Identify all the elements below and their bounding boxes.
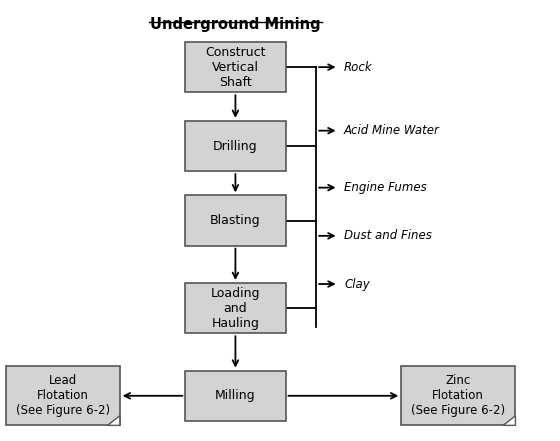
FancyBboxPatch shape (185, 370, 286, 421)
Text: Acid Mine Water: Acid Mine Water (344, 124, 440, 137)
Text: Loading
and
Hauling: Loading and Hauling (211, 287, 260, 329)
FancyBboxPatch shape (401, 366, 515, 426)
Polygon shape (108, 416, 120, 426)
FancyBboxPatch shape (6, 366, 120, 426)
Text: Construct
Vertical
Shaft: Construct Vertical Shaft (205, 45, 265, 89)
FancyBboxPatch shape (185, 283, 286, 333)
FancyBboxPatch shape (185, 121, 286, 171)
Text: Clay: Clay (344, 277, 370, 291)
Text: Blasting: Blasting (210, 214, 261, 227)
Text: Rock: Rock (344, 60, 373, 74)
FancyBboxPatch shape (185, 42, 286, 92)
Text: Engine Fumes: Engine Fumes (344, 181, 427, 194)
Polygon shape (503, 416, 515, 426)
Text: Milling: Milling (215, 389, 256, 402)
Text: Underground Mining: Underground Mining (150, 17, 321, 32)
FancyBboxPatch shape (185, 195, 286, 246)
Text: Zinc
Flotation
(See Figure 6-2): Zinc Flotation (See Figure 6-2) (411, 374, 505, 417)
Text: Lead
Flotation
(See Figure 6-2): Lead Flotation (See Figure 6-2) (16, 374, 110, 417)
Text: Dust and Fines: Dust and Fines (344, 229, 432, 243)
Text: Drilling: Drilling (213, 139, 258, 153)
